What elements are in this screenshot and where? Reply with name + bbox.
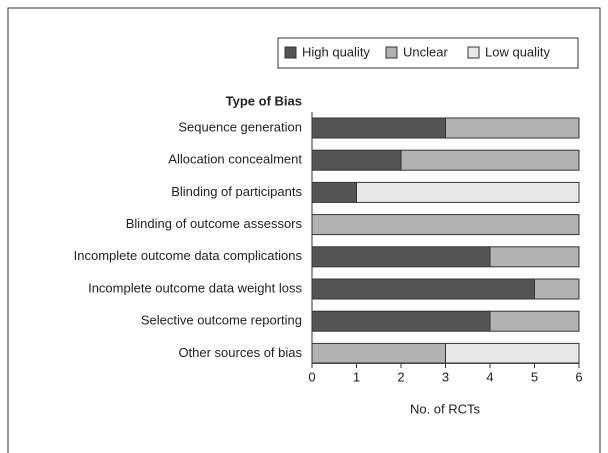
y-tick-label: Sequence generation: [178, 119, 302, 134]
frame: [7, 7, 601, 453]
x-axis-title: No. of RCTs: [410, 401, 481, 416]
x-tick-label: 2: [397, 369, 404, 384]
y-tick-label: Blinding of outcome assessors: [126, 216, 303, 231]
bar-segment: [311, 117, 446, 139]
bar-segment: [311, 214, 580, 236]
legend-label: Unclear: [403, 44, 448, 59]
legend-swatch: [467, 46, 480, 59]
legend-label: High quality: [302, 44, 370, 59]
x-tick-label: 3: [442, 369, 449, 384]
bar-segment: [445, 117, 580, 139]
x-tick-label: 0: [308, 369, 315, 384]
bar-segment: [311, 278, 535, 300]
legend-swatch: [385, 46, 398, 59]
y-tick-label: Other sources of bias: [178, 345, 302, 360]
y-axis-title: Type of Bias: [226, 93, 302, 108]
x-tick-label: 1: [353, 369, 360, 384]
bar-segment: [311, 246, 491, 268]
bar-segment: [311, 342, 446, 364]
bar-segment: [489, 310, 580, 332]
bar-segment: [311, 310, 491, 332]
y-tick-label: Selective outcome reporting: [141, 313, 302, 328]
y-tick-label: Incomplete outcome data complications: [74, 248, 303, 263]
bar-segment: [356, 181, 580, 203]
bar-segment: [311, 149, 402, 171]
bar-segment: [400, 149, 580, 171]
y-tick-label: Blinding of participants: [171, 184, 302, 199]
bar-segment: [534, 278, 580, 300]
x-tick-label: 6: [575, 369, 582, 384]
bar-segment: [489, 246, 580, 268]
x-tick-label: 4: [486, 369, 493, 384]
x-tick-label: 5: [531, 369, 538, 384]
legend-label: Low quality: [485, 44, 551, 59]
bar-segment: [311, 181, 357, 203]
y-tick-label: Incomplete outcome data weight loss: [88, 280, 302, 295]
bar-segment: [445, 342, 580, 364]
y-tick-label: Allocation concealment: [168, 152, 302, 167]
legend-swatch: [284, 46, 297, 59]
legend-box: [277, 37, 579, 69]
